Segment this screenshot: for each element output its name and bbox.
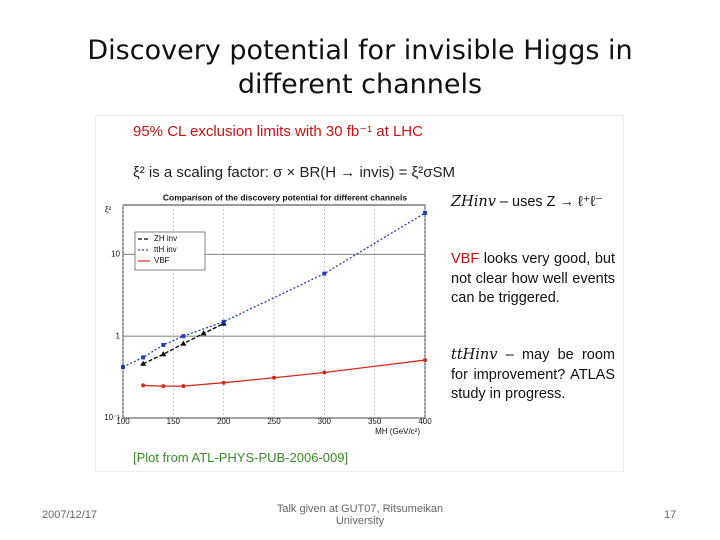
heading: 95% CL exclusion limits with 30 fb⁻¹ at … [133,123,423,140]
marker [221,380,226,385]
x-tick-label: 300 [318,417,332,426]
marker [161,342,166,347]
x-tick-label: 350 [368,417,382,426]
note-text: – uses Z → ℓ⁺ℓ⁻ [495,194,603,210]
y-tick-label: 10⁻¹ [104,413,120,422]
series-line [143,359,426,387]
y-axis-label: ξ² [105,205,112,214]
marker [221,319,226,324]
marker [121,364,125,369]
legend-label: ttH inv [154,245,177,254]
marker [161,384,166,389]
marker [141,383,146,388]
marker [181,334,186,339]
x-tick-label: 150 [167,417,181,426]
marker [140,360,147,366]
marker [180,340,187,346]
note-lead: ttHinv [451,347,498,363]
marker [160,351,167,357]
y-tick-label: 1 [116,331,121,340]
y-tick-label: 10 [111,249,120,258]
marker [272,375,276,380]
caption: [Plot from ATL-PHYS-PUB-2006-009] [133,450,349,465]
slide-title: Discovery potential for invisible Higgs … [87,35,633,100]
footer-date: 2007/12/17 [42,509,98,521]
legend-label: ZH inv [154,234,177,243]
marker [200,330,207,336]
chart-title: Comparison of the discovery potential fo… [163,192,407,202]
note-lead: VBF [451,251,480,267]
note-lead: ZHinv [451,194,496,210]
legend-box [134,231,206,271]
x-tick-label: 100 [116,417,130,426]
figure [95,115,624,472]
x-axis-label: MH (GeV/c²) [375,427,420,436]
footer-center: Talk given at GUT07, Ritsumeikan Univers… [276,503,444,527]
footer-page: 17 [664,509,677,521]
subheading: ξ² is a scaling factor: σ × BR(H → invis… [133,164,456,181]
note-text: looks very good, but not clear how well … [451,251,615,306]
marker [322,370,327,375]
marker [181,384,186,389]
x-tick-label: 400 [418,417,432,426]
legend-label: VBF [154,256,170,265]
x-tick-label: 200 [217,417,231,426]
note: ttHinv – may be room for improvement? AT… [451,346,615,405]
marker [423,358,427,363]
marker [322,271,327,276]
note-text: – may be room for improvement? ATLAS stu… [451,347,615,402]
marker [141,355,146,360]
x-tick-label: 250 [267,417,281,426]
note: ZHinv – uses Z → ℓ⁺ℓ⁻ [451,193,615,213]
note: VBF looks very good, but not clear how w… [451,250,615,309]
marker [423,210,427,215]
